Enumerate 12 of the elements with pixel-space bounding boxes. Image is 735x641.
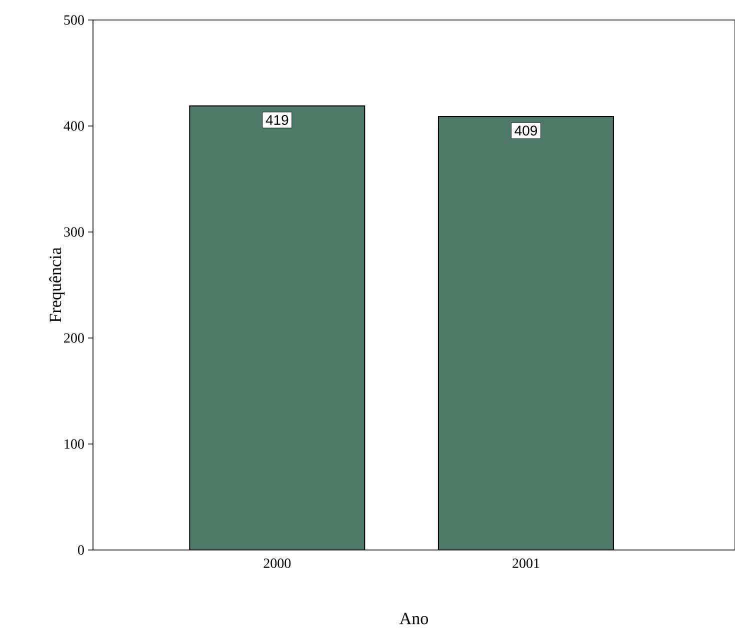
data-label: 409 [514,126,537,136]
y-tick-label: 0 [78,545,84,555]
y-tick-label: 500 [64,15,84,25]
x-axis-title: Ano [400,612,428,624]
y-tick-label: 300 [64,227,84,237]
y-tick-label: 200 [64,333,84,343]
y-tick-label: 100 [64,439,84,449]
y-tick-label: 400 [64,121,84,131]
x-tick-label: 2000 [264,558,291,568]
data-label: 419 [266,115,288,125]
y-axis-title: Frequência [49,247,65,322]
x-tick-label: 2001 [512,558,540,568]
